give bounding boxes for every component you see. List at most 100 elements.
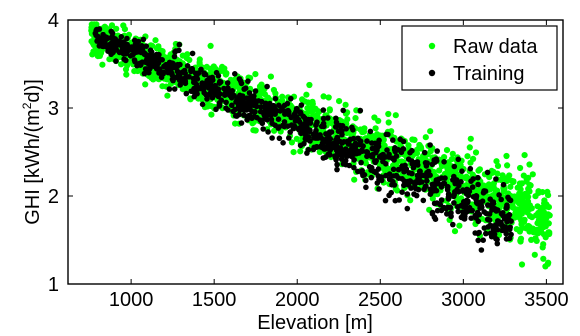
data-point-raw-data (394, 187, 401, 194)
data-point-training (358, 159, 364, 166)
data-point-training (363, 177, 369, 184)
data-point-raw-data (186, 56, 193, 64)
data-point-training (505, 194, 511, 201)
data-point-training (363, 184, 369, 191)
data-point-training (298, 102, 305, 108)
data-point-raw-data (526, 161, 533, 168)
data-point-raw-data (257, 86, 264, 93)
data-point-raw-data (524, 198, 532, 205)
data-point-training (286, 135, 292, 141)
data-point-training (376, 186, 382, 192)
data-point-raw-data (113, 25, 120, 32)
x-tick-label: 1500 (192, 289, 237, 311)
data-point-training (373, 169, 379, 176)
data-point-training (451, 163, 458, 170)
data-point-training (390, 166, 397, 173)
data-point-training (189, 50, 196, 57)
data-point-training (206, 77, 212, 84)
data-point-training (236, 111, 242, 118)
data-point-raw-data (511, 193, 518, 200)
data-point-training (404, 191, 411, 197)
data-point-training (260, 126, 267, 132)
y-axis-title-main: GHI [kWh/(m (22, 109, 44, 225)
data-point-raw-data (519, 197, 526, 204)
data-point-training (498, 196, 505, 203)
data-point-raw-data (466, 144, 473, 151)
data-point-training (460, 187, 466, 193)
y-axis-title-superscript: 2 (20, 102, 34, 109)
x-axis-title: Elevation [m] (257, 312, 373, 334)
data-point-training (488, 203, 495, 210)
data-point-training (450, 193, 457, 200)
data-point-raw-data (533, 237, 540, 244)
data-point-training (195, 70, 202, 76)
y-tick-label: 1 (48, 274, 59, 296)
points-layer (88, 21, 553, 270)
data-point-training (333, 119, 340, 126)
data-point-training (202, 71, 209, 78)
data-point-training (401, 182, 407, 189)
data-point-raw-data (372, 125, 379, 132)
data-point-training (160, 69, 167, 76)
data-point-training (475, 174, 481, 181)
data-point-training (237, 93, 243, 99)
data-point-raw-data (494, 162, 502, 169)
data-point-training (174, 68, 181, 75)
data-point-training (132, 41, 139, 48)
data-point-training (494, 240, 501, 247)
data-point-training (264, 83, 270, 90)
data-point-raw-data (431, 172, 438, 179)
data-point-raw-data (526, 228, 533, 235)
legend-box (401, 25, 558, 91)
data-point-raw-data (533, 212, 540, 219)
data-point-training (183, 90, 190, 97)
data-point-training (368, 153, 375, 159)
data-point-raw-data (445, 159, 452, 166)
data-point-training (140, 36, 147, 43)
data-point-raw-data (449, 150, 456, 157)
data-point-training (454, 186, 460, 193)
data-point-training (386, 192, 392, 199)
data-point-training (189, 65, 195, 72)
data-point-training (444, 184, 451, 191)
data-point-training (269, 135, 275, 141)
data-point-training (125, 44, 132, 51)
data-point-training (216, 102, 223, 108)
data-point-training (288, 95, 294, 102)
data-point-training (434, 148, 441, 154)
data-point-raw-data (504, 162, 511, 169)
data-point-raw-data (413, 146, 421, 153)
data-point-raw-data (352, 115, 359, 122)
data-point-training (464, 197, 470, 204)
data-point-training (368, 174, 375, 181)
data-point-training (186, 74, 192, 80)
data-point-raw-data (545, 259, 552, 266)
data-point-raw-data (517, 238, 524, 245)
data-point-training (232, 106, 238, 113)
data-point-training (313, 127, 319, 134)
data-point-training (308, 116, 314, 123)
data-point-raw-data (316, 148, 323, 156)
data-point-training (469, 184, 476, 190)
data-point-training (384, 147, 390, 153)
data-point-training (334, 161, 340, 168)
data-point-training (427, 191, 434, 197)
data-point-training (413, 185, 419, 192)
data-point-training (404, 205, 411, 212)
data-point-training (95, 33, 101, 40)
data-point-training (473, 194, 480, 201)
data-point-raw-data (490, 168, 497, 175)
data-point-training (487, 196, 494, 202)
data-point-training (319, 140, 326, 146)
data-point-training (166, 86, 173, 92)
data-point-raw-data (303, 91, 310, 98)
data-point-raw-data (270, 86, 277, 94)
data-point-training (239, 98, 245, 105)
data-point-training (261, 111, 267, 118)
data-point-training (334, 166, 340, 173)
data-point-training (480, 237, 487, 243)
data-point-training (333, 154, 340, 160)
data-point-training (217, 79, 224, 85)
data-point-training (203, 92, 209, 98)
data-point-raw-data (475, 167, 482, 174)
